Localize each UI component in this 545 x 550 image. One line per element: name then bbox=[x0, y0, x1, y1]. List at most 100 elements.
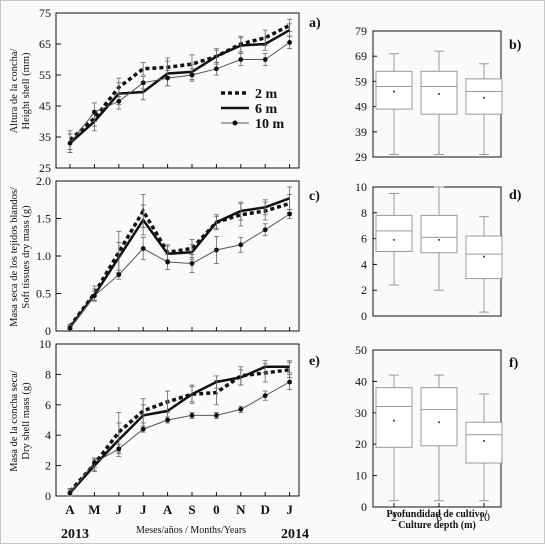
data-point-10m bbox=[262, 57, 268, 62]
box-x-caption-line2: Culture depth (m) bbox=[398, 520, 476, 531]
y-tick-label: 20 bbox=[355, 437, 367, 451]
data-point-10m bbox=[262, 393, 268, 399]
panel-label-a: a) bbox=[309, 16, 321, 31]
y-tick-label: 0.5 bbox=[36, 287, 51, 301]
y-tick-label: 1.5 bbox=[36, 212, 51, 226]
series-line-6m bbox=[69, 365, 290, 494]
box-category-label: 6 bbox=[436, 510, 442, 524]
y-tick-label: 59 bbox=[355, 74, 367, 88]
y-tick-label: 2 bbox=[45, 459, 51, 473]
series-line-2m bbox=[68, 368, 290, 493]
y-tick-label: 39 bbox=[355, 125, 367, 139]
y-tick-label: 65 bbox=[39, 37, 51, 51]
box-iqr bbox=[420, 214, 458, 254]
series-line-10m bbox=[69, 381, 290, 494]
x-tick-label-month: A bbox=[163, 502, 173, 517]
box-mean-marker bbox=[483, 255, 485, 258]
data-point-10m bbox=[262, 227, 268, 233]
data-point-10m bbox=[287, 379, 292, 385]
legend-label-2m: 2 m bbox=[255, 87, 278, 102]
data-point-10m bbox=[238, 406, 244, 412]
ylabel-a-line2: Height shell (mm) bbox=[21, 52, 32, 129]
box-iqr bbox=[465, 78, 503, 115]
data-point-10m bbox=[92, 293, 97, 299]
data-point-10m bbox=[165, 417, 171, 423]
panel-c-frame bbox=[55, 180, 300, 332]
x-tick-label-month: J bbox=[286, 502, 293, 517]
y-tick-label: 40 bbox=[355, 374, 367, 388]
x-tick-label-month: J bbox=[140, 502, 147, 517]
data-point-10m bbox=[116, 272, 122, 278]
y-tick-label: 6 bbox=[45, 398, 51, 412]
y-tick-label: 10 bbox=[39, 337, 51, 351]
data-point-10m bbox=[287, 211, 292, 217]
box-iqr bbox=[375, 70, 413, 110]
series-line-6m bbox=[69, 29, 291, 145]
x-tick-label-month: M bbox=[88, 502, 100, 517]
ylabel-e-line2: Dry shell mass (g) bbox=[21, 382, 32, 460]
data-point-10m bbox=[238, 242, 244, 248]
ylabel-c-line1: Masa seca de los tejidos blandos/ bbox=[9, 187, 20, 327]
y-tick-label: 0 bbox=[361, 309, 367, 323]
y-tick-label: 1.0 bbox=[36, 249, 51, 263]
data-point-10m bbox=[214, 66, 219, 72]
y-tick-label: 49 bbox=[355, 100, 367, 114]
y-tick-label: 8 bbox=[45, 367, 51, 381]
data-point-10m bbox=[116, 98, 122, 104]
series-line-2m bbox=[68, 23, 291, 142]
panel-label-c: c) bbox=[309, 189, 320, 204]
y-tick-label: 79 bbox=[355, 24, 367, 38]
y-tick-label: 4 bbox=[45, 428, 51, 442]
y-tick-label: 2 bbox=[361, 283, 367, 297]
data-point-10m bbox=[140, 246, 146, 251]
data-point-10m bbox=[189, 72, 195, 78]
series-line-2m bbox=[68, 201, 291, 328]
box-iqr bbox=[420, 70, 458, 115]
y-tick-label: 2.0 bbox=[36, 174, 51, 188]
box-mean-marker bbox=[438, 93, 440, 95]
y-tick-label: 25 bbox=[39, 161, 51, 175]
box-iqr bbox=[420, 387, 458, 447]
year-start: 2013 bbox=[61, 527, 89, 542]
y-tick-label: 4 bbox=[361, 257, 367, 271]
box-mean-marker bbox=[438, 238, 440, 241]
panel-label-e: e) bbox=[309, 354, 320, 369]
box-iqr bbox=[465, 421, 503, 464]
data-point-10m bbox=[214, 247, 219, 253]
box-mean-marker bbox=[483, 440, 485, 443]
x-tick-label-month: A bbox=[65, 502, 75, 517]
y-tick-label: 10 bbox=[355, 469, 367, 483]
data-point-10m bbox=[214, 413, 219, 418]
data-point-10m bbox=[189, 413, 195, 418]
x-tick-label-month: 0 bbox=[213, 502, 220, 517]
data-point-10m bbox=[67, 140, 73, 146]
data-point-10m bbox=[140, 80, 146, 86]
data-point-10m bbox=[67, 325, 73, 331]
ylabel-c-line2: Soft tissues dry mass (g) bbox=[21, 205, 32, 309]
data-point-10m bbox=[140, 426, 146, 432]
y-tick-label: 35 bbox=[39, 130, 51, 144]
data-point-10m bbox=[189, 261, 195, 266]
y-tick-label: 0 bbox=[45, 489, 51, 503]
ylabel-e-line1: Masa de la concha seca/ bbox=[9, 370, 20, 472]
panel-a-frame bbox=[55, 12, 300, 169]
box-iqr bbox=[375, 387, 413, 448]
x-tick-label-month: N bbox=[236, 502, 246, 517]
data-point-10m bbox=[287, 40, 292, 45]
series-line-6m bbox=[69, 197, 291, 329]
panel-label-b: b) bbox=[509, 38, 522, 53]
series-line-10m bbox=[69, 41, 290, 144]
data-point-10m bbox=[116, 446, 122, 452]
ylabel-a-line1: Altura de la concha/ bbox=[9, 49, 20, 134]
x-axis-caption: Meses/años / Months/Years bbox=[136, 525, 246, 536]
x-tick-label-month: D bbox=[261, 502, 270, 517]
y-tick-label: 50 bbox=[355, 343, 367, 357]
panel-label-d: d) bbox=[509, 188, 522, 203]
y-tick-label: 0 bbox=[45, 324, 51, 338]
y-tick-label: 8 bbox=[361, 206, 367, 220]
box-mean-marker bbox=[393, 238, 395, 241]
box-iqr bbox=[375, 214, 413, 253]
box-mean-marker bbox=[393, 419, 395, 422]
